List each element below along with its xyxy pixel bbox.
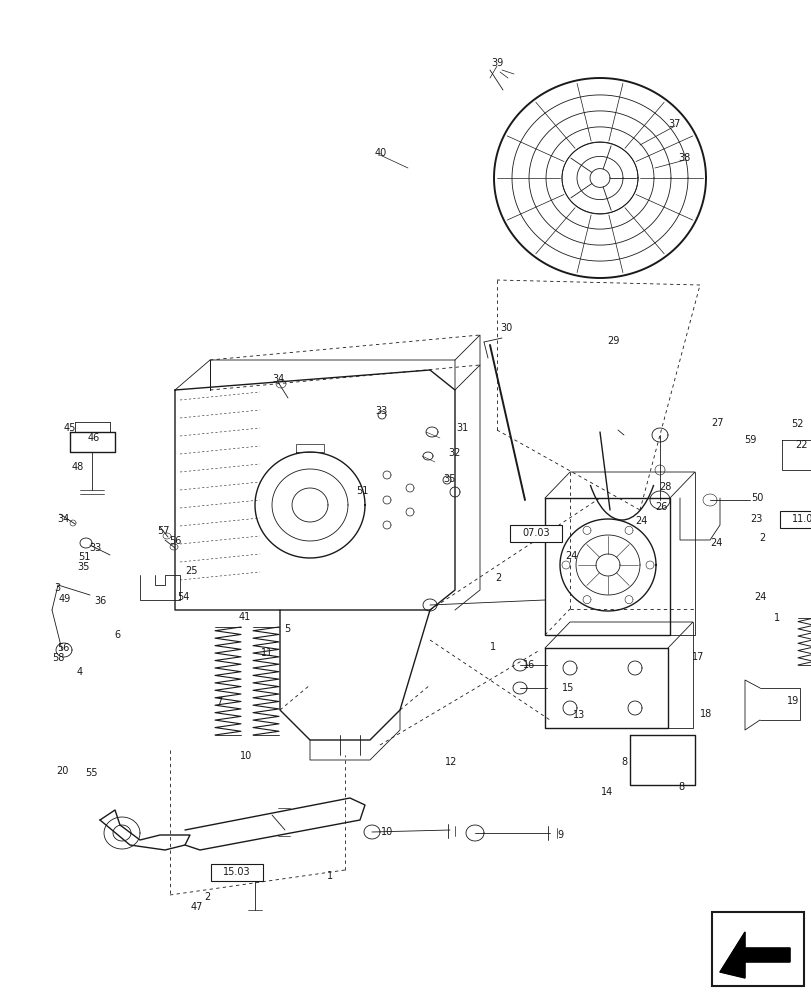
- Text: 27: 27: [711, 418, 723, 428]
- Text: 8: 8: [677, 782, 683, 792]
- Text: 49: 49: [59, 594, 71, 604]
- Text: 1: 1: [327, 871, 333, 881]
- Text: 24: 24: [753, 592, 766, 602]
- Bar: [779, 510, 811, 528]
- Text: 34: 34: [57, 514, 69, 524]
- Text: 54: 54: [177, 592, 189, 602]
- Text: 32: 32: [448, 448, 461, 458]
- Text: 33: 33: [375, 406, 387, 416]
- Text: 3: 3: [54, 583, 60, 593]
- Text: 13: 13: [573, 710, 585, 720]
- Text: 24: 24: [564, 551, 577, 561]
- Text: 17: 17: [691, 652, 703, 662]
- Text: 36: 36: [94, 596, 106, 606]
- Text: 28: 28: [658, 482, 671, 492]
- Text: 7: 7: [216, 697, 222, 707]
- Text: 19: 19: [786, 696, 798, 706]
- Text: 58: 58: [52, 653, 64, 663]
- Text: 52: 52: [790, 419, 802, 429]
- Text: 56: 56: [57, 643, 69, 653]
- Text: 15.03: 15.03: [223, 867, 251, 877]
- Text: 38: 38: [677, 153, 689, 163]
- Text: 51: 51: [78, 552, 90, 562]
- Text: 11.01: 11.01: [792, 514, 811, 524]
- Text: 35: 35: [444, 474, 456, 484]
- Text: 5: 5: [284, 624, 290, 634]
- Text: 30: 30: [500, 323, 512, 333]
- Text: 55: 55: [84, 768, 97, 778]
- Text: 47: 47: [191, 902, 203, 912]
- Text: 50: 50: [750, 493, 762, 503]
- Text: 22: 22: [795, 440, 807, 450]
- Text: 16: 16: [522, 660, 534, 670]
- Text: 15: 15: [561, 683, 573, 693]
- Text: 2: 2: [494, 573, 500, 583]
- Text: 51: 51: [355, 486, 367, 496]
- Text: 8: 8: [620, 757, 626, 767]
- Text: 2: 2: [204, 892, 210, 902]
- Text: 14: 14: [600, 787, 612, 797]
- Text: 10: 10: [239, 751, 251, 761]
- Text: 2: 2: [758, 533, 764, 543]
- Text: 1: 1: [489, 642, 496, 652]
- Text: 41: 41: [238, 612, 251, 622]
- Text: 48: 48: [72, 462, 84, 472]
- Text: 39: 39: [491, 58, 503, 68]
- Text: 35: 35: [78, 562, 90, 572]
- Text: 1: 1: [773, 613, 779, 623]
- Text: 33: 33: [88, 543, 101, 553]
- Text: 18: 18: [699, 709, 711, 719]
- Text: 07.03: 07.03: [521, 528, 549, 538]
- Text: 40: 40: [375, 148, 387, 158]
- Bar: [711, 912, 803, 986]
- Text: 11: 11: [260, 648, 272, 658]
- Text: 34: 34: [272, 374, 284, 384]
- Text: 59: 59: [743, 435, 755, 445]
- Text: 26: 26: [654, 502, 667, 512]
- Text: 20: 20: [56, 766, 68, 776]
- Text: 45: 45: [64, 423, 76, 433]
- Text: 57: 57: [157, 526, 169, 536]
- Text: 25: 25: [186, 566, 198, 576]
- Text: 46: 46: [88, 433, 100, 443]
- Text: 6: 6: [114, 630, 120, 640]
- Polygon shape: [719, 932, 789, 978]
- Text: 12: 12: [444, 757, 457, 767]
- Text: 24: 24: [634, 516, 646, 526]
- Bar: [211, 863, 263, 880]
- Text: 29: 29: [606, 336, 619, 346]
- Text: 56: 56: [169, 536, 181, 546]
- Text: 37: 37: [668, 119, 680, 129]
- Bar: [509, 524, 561, 542]
- Text: 9: 9: [556, 830, 562, 840]
- Text: 10: 10: [380, 827, 393, 837]
- Text: 23: 23: [749, 514, 762, 524]
- Text: 24: 24: [709, 538, 721, 548]
- Text: 4: 4: [77, 667, 83, 677]
- Text: 31: 31: [455, 423, 468, 433]
